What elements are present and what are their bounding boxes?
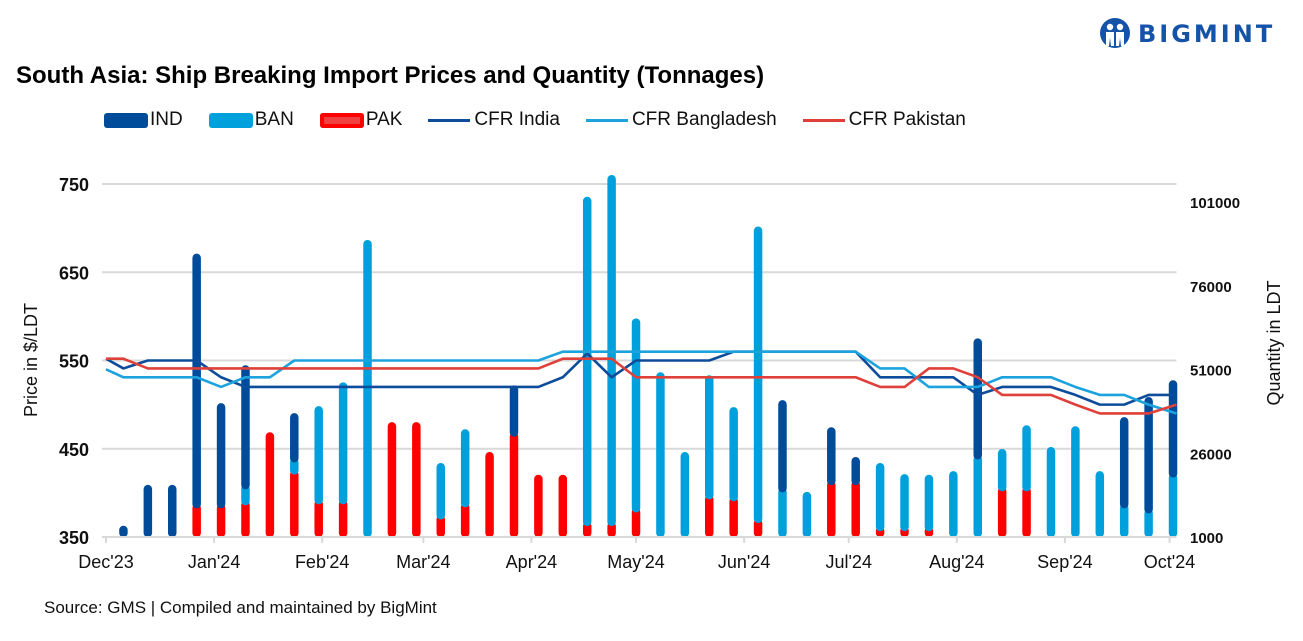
legend-swatch-ind [104,112,148,128]
legend-swatch-pak [319,112,364,128]
y-axis-right-title: Quantity in LDT [1264,280,1284,405]
x-tick-label: Oct'24 [1144,552,1195,572]
bigmint-logo: BIGMINT [1100,17,1275,51]
y-axis-left-title: Price in $/LDT [21,303,41,417]
line-cfr-pakistan [106,357,1177,415]
axes: 350 450 550 650 750 1000 26000 51000 76000 101000… [59,175,1240,572]
x-tick-label: Jun'24 [718,552,770,572]
y-right-tick-label: 101000 [1190,195,1240,212]
legend-item-cfr-india: CFR India [428,109,560,131]
legend-item-pak: PAK [319,109,403,131]
y-right-tick-label: 26000 [1190,446,1232,463]
legend-swatch-cfr-pakistan [802,118,845,122]
y-left-tick-label: 550 [59,352,89,372]
legend-label: PAK [365,109,403,130]
y-right-tick-label: 51000 [1190,363,1232,380]
legend-label: CFR India [474,109,560,130]
legend-item-ban: BAN [208,109,294,131]
x-tick-label: Jul'24 [825,552,871,572]
y-left-tick-label: 650 [59,263,89,283]
x-tick-label: Aug'24 [929,552,985,572]
legend-item-cfr-pakistan: CFR Pakistan [802,109,966,131]
legend-label: CFR Bangladesh [631,109,777,130]
logo-text: BIGMINT [1138,20,1276,48]
legend-swatch-cfr-india [428,118,471,122]
x-tick-label: May'24 [607,552,664,572]
chart-title: South Asia: Ship Breaking Import Prices … [16,62,765,89]
legend-label: CFR Pakistan [848,109,966,130]
source-note: Source: GMS | Compiled and maintained by… [44,598,437,617]
legend-label: BAN [254,109,294,130]
legend: IND BAN PAK CFR India CFR Bangladesh CFR… [104,109,992,131]
legend-item-ind: IND [104,109,183,131]
y-left-tick-label: 750 [59,175,89,195]
x-tick-label: Sep'24 [1037,552,1093,572]
bigmint-people-icon [1100,18,1130,48]
x-tick-label: Dec'23 [78,552,133,572]
line-series [105,350,1177,415]
legend-swatch-cfr-bangladesh [585,118,628,122]
legend-label: IND [150,109,183,130]
x-tick-label: Apr'24 [506,552,557,572]
x-tick-label: Feb'24 [295,552,349,572]
bar-series [119,174,1178,538]
y-left-tick-label: 450 [59,440,89,460]
legend-swatch-ban [208,112,253,128]
y-right-tick-label: 1000 [1190,530,1223,547]
legend-item-cfr-bangladesh: CFR Bangladesh [585,109,777,131]
x-tick-label: Jan'24 [188,552,240,572]
y-right-tick-label: 76000 [1190,279,1232,296]
x-tick-label: Mar'24 [396,552,450,572]
line-cfr-bangladesh [105,350,1177,415]
y-left-tick-label: 350 [59,528,89,548]
